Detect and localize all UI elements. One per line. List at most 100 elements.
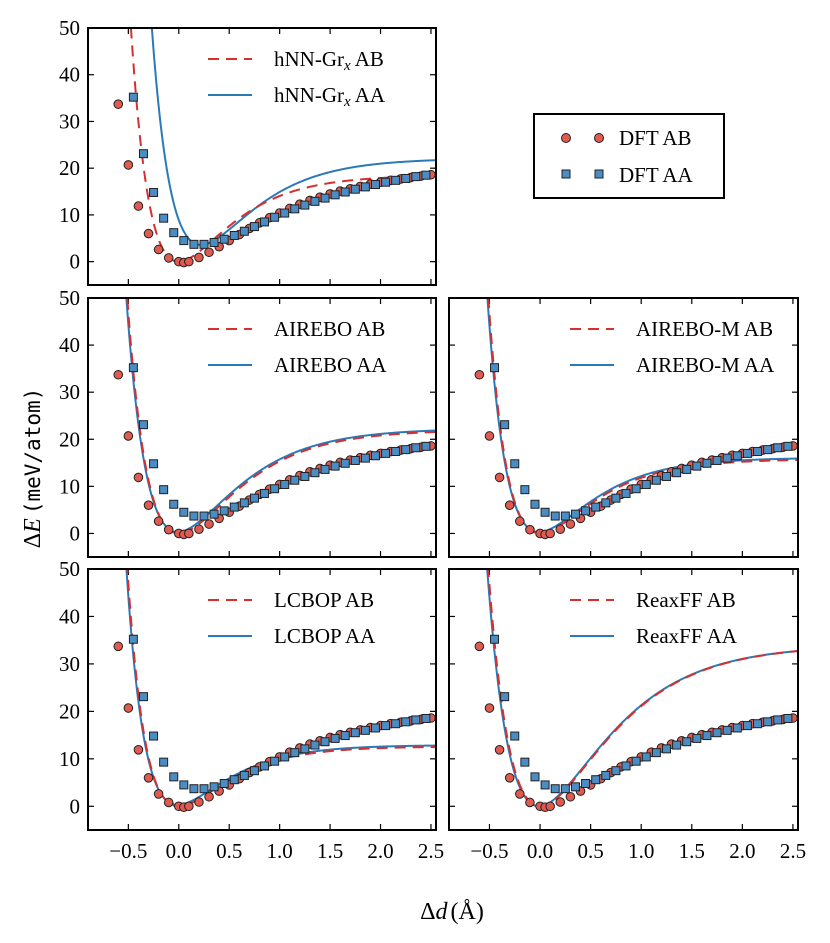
dft-aa-point — [260, 761, 270, 771]
dft-aa-point — [128, 634, 138, 644]
plot-area — [474, 569, 798, 813]
dft-aa-point — [128, 92, 138, 102]
dft-aa-point — [290, 204, 300, 214]
dft-ab-point — [504, 773, 515, 783]
dft-aa-point — [530, 499, 540, 509]
legend-lcbop: LCBOP AB LCBOP AA — [208, 588, 376, 648]
dft-aa-point — [530, 772, 540, 782]
dft-ab-point — [565, 791, 576, 802]
dft-aa-point — [651, 748, 661, 758]
curve-ab — [487, 569, 798, 808]
dft-aa-point — [601, 498, 611, 508]
dft-aa-point — [169, 499, 179, 509]
dft-aa-point — [310, 468, 320, 478]
dft-ab-point — [525, 797, 535, 808]
dft-ab-point — [184, 256, 194, 267]
legend-aa-label: ReaxFF AA — [636, 624, 738, 648]
dft-ab-point — [484, 431, 495, 441]
dft-aa-point — [179, 780, 189, 790]
dft-aa-point — [159, 485, 169, 495]
dft-aa-point — [682, 737, 692, 747]
x-axis-title-unit: (Å) — [451, 899, 484, 925]
legend-airebom: AIREBO-M AB AIREBO-M AA — [570, 317, 775, 377]
panel-frame — [87, 27, 437, 286]
dft-aa-point — [661, 471, 671, 481]
dft-aa-point — [370, 451, 380, 461]
legend-ab-label: LCBOP AB — [274, 588, 374, 612]
dft-ab-point — [525, 524, 535, 535]
dft-aa-point — [189, 511, 199, 521]
dft-ab-point — [474, 369, 485, 380]
dft-aa-point — [360, 182, 370, 192]
dft-ab-point — [113, 99, 124, 109]
dft-ab-point — [545, 528, 555, 539]
plot-area — [113, 28, 436, 268]
legend-ab-label: AIREBO AB — [274, 317, 385, 341]
legend-ab-label: hNN-Grx AB — [274, 47, 384, 74]
dft-aa-point — [209, 509, 219, 519]
dft-aa-point — [300, 744, 310, 754]
x-tick-label: 2.0 — [367, 839, 393, 863]
legend-ab-label-main: hNN-Gr — [274, 47, 344, 71]
x-tick-label: −0.5 — [470, 839, 508, 863]
dft-aa-point — [391, 447, 401, 457]
dft-aa-point — [621, 761, 631, 771]
y-tick-label: 20 — [59, 699, 80, 723]
dft-aa-point — [722, 725, 732, 735]
dft-aa-point — [189, 784, 199, 794]
dft-aa-point — [280, 752, 290, 762]
legend-ab-label-sub: x — [343, 58, 351, 74]
dft-aa-point — [310, 740, 320, 750]
dft-ab-point — [123, 703, 134, 713]
dft-aa-point — [370, 723, 380, 733]
dft-aa-point — [651, 475, 661, 485]
y-tick-label: 40 — [59, 604, 80, 628]
dft-aa-point — [570, 782, 580, 792]
plot-area — [113, 569, 436, 813]
dft-aa-point — [229, 775, 239, 785]
dft-ab-point — [494, 472, 505, 483]
dft-aa-point — [330, 190, 340, 200]
dft-ab-point — [133, 472, 144, 483]
dft-aa-point — [138, 420, 148, 430]
dft-aa-point — [169, 228, 179, 238]
dft-aa-point — [249, 766, 259, 776]
dft-ab-point — [163, 253, 174, 263]
dft-aa-point — [360, 453, 370, 463]
dft-aa-point — [560, 784, 570, 794]
dft-aa-point — [641, 479, 651, 489]
legend-reaxff: ReaxFF AB ReaxFF AA — [570, 588, 738, 648]
dft-aa-point — [783, 713, 793, 723]
dft-aa-point — [219, 234, 229, 244]
y-tick-label: 10 — [59, 203, 80, 227]
dft-aa-point — [300, 200, 310, 210]
dft-aa-point — [330, 733, 340, 743]
dft-legend: DFT AB DFT AA — [533, 113, 725, 199]
dft-ab-point — [494, 745, 505, 755]
legend-aa-label-main: hNN-Gr — [274, 83, 344, 107]
dft-aa-point — [490, 634, 500, 644]
dft-aa-point — [591, 502, 601, 512]
y-axis-title-var: E — [20, 518, 46, 534]
dft-ab-point — [194, 252, 204, 263]
dft-aa-point — [401, 445, 411, 455]
curve-aa — [125, 298, 436, 534]
dft-aa-point — [260, 488, 270, 498]
y-tick-label: 0 — [70, 521, 81, 545]
dft-aa-point — [722, 453, 732, 463]
y-tick-label: 10 — [59, 747, 80, 771]
x-tick-label: 0.5 — [577, 839, 603, 863]
dft-aa-legend-label: DFT AA — [619, 163, 694, 187]
dft-aa-point — [280, 479, 290, 489]
dft-aa-point — [169, 772, 179, 782]
dft-aa-point — [783, 441, 793, 451]
dft-aa-point — [239, 226, 249, 236]
dft-ab-point — [565, 519, 576, 529]
y-tick-label: 50 — [59, 557, 80, 581]
dft-aa-point — [391, 175, 401, 185]
dft-aa-point — [209, 782, 219, 792]
y-axis-title-unit: (meV/atom) — [21, 388, 45, 514]
